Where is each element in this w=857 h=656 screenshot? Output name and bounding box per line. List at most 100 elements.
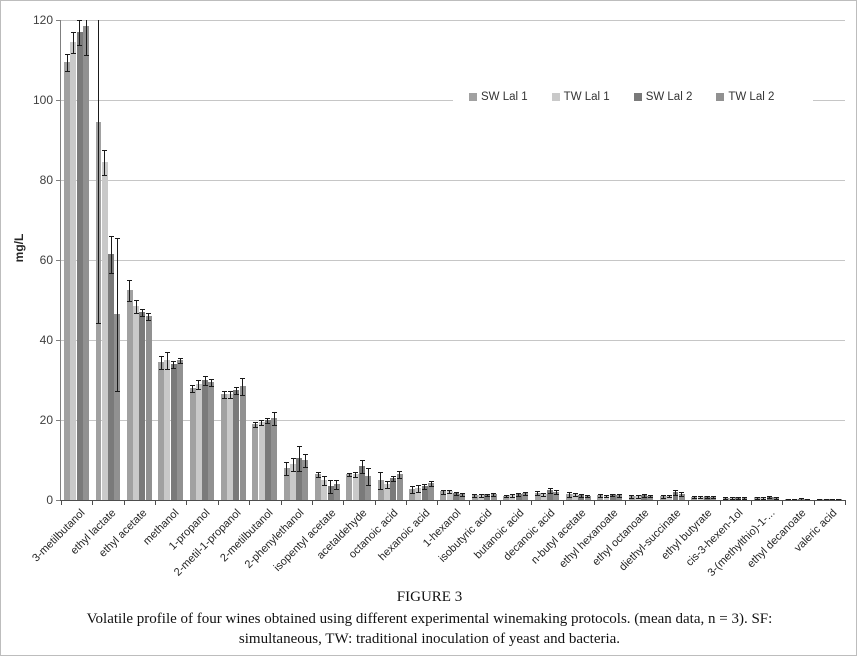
bar bbox=[396, 474, 403, 500]
y-tick-label: 0 bbox=[46, 493, 53, 507]
gridline bbox=[61, 420, 845, 421]
error-bar bbox=[472, 494, 478, 498]
x-axis-tick bbox=[531, 501, 532, 505]
error-bar bbox=[541, 492, 547, 498]
error-bar bbox=[171, 360, 177, 370]
error-bar-line bbox=[98, 20, 100, 323]
error-bar bbox=[836, 499, 842, 500]
error-bar-line bbox=[731, 498, 733, 499]
bar bbox=[233, 390, 240, 500]
x-axis-tick bbox=[186, 501, 187, 505]
error-bar bbox=[786, 498, 792, 500]
figure-caption: FIGURE 3 Volatile profile of four wines … bbox=[1, 589, 856, 649]
error-bar bbox=[459, 493, 465, 497]
error-bar-line bbox=[480, 495, 482, 497]
error-bar-line bbox=[461, 494, 463, 496]
error-bar-line bbox=[330, 481, 332, 493]
error-bar bbox=[77, 20, 83, 46]
bar bbox=[70, 42, 77, 500]
error-bar-line bbox=[568, 493, 570, 498]
bar bbox=[415, 488, 422, 500]
bar bbox=[735, 497, 742, 500]
bar bbox=[609, 494, 616, 500]
gridline bbox=[61, 20, 845, 21]
bar bbox=[302, 460, 309, 500]
error-bar-line bbox=[775, 497, 777, 499]
error-bar-line bbox=[524, 493, 526, 495]
bar bbox=[384, 484, 390, 500]
error-bar-line bbox=[110, 237, 112, 273]
error-bar-line bbox=[198, 381, 200, 389]
x-axis-tick bbox=[218, 501, 219, 505]
error-bar-line bbox=[192, 385, 194, 393]
error-bar bbox=[271, 412, 277, 426]
error-bar bbox=[735, 496, 741, 500]
error-bar-line bbox=[148, 313, 150, 321]
error-bar bbox=[328, 480, 334, 494]
x-axis-tick bbox=[625, 501, 626, 505]
error-bar-line bbox=[66, 55, 68, 71]
bar bbox=[440, 491, 447, 500]
x-axis-tick bbox=[61, 501, 62, 505]
error-bar-line bbox=[650, 495, 652, 498]
x-axis-tick bbox=[751, 501, 752, 505]
error-bar-line bbox=[104, 151, 106, 175]
error-bar bbox=[384, 480, 390, 490]
bar bbox=[754, 497, 761, 500]
bar bbox=[170, 364, 177, 500]
bar bbox=[453, 492, 459, 500]
error-bar bbox=[347, 472, 352, 478]
bar bbox=[208, 382, 215, 500]
error-bar bbox=[503, 494, 509, 499]
error-bar bbox=[585, 494, 591, 499]
y-tick-label: 100 bbox=[32, 93, 53, 107]
error-bar bbox=[553, 490, 559, 496]
bar bbox=[108, 254, 114, 500]
legend-item: SW Lal 1 bbox=[469, 91, 528, 103]
error-bar bbox=[133, 300, 139, 314]
error-bar bbox=[321, 476, 327, 486]
error-bar-line bbox=[116, 239, 118, 391]
error-bar bbox=[177, 358, 183, 364]
error-bar bbox=[754, 496, 760, 500]
error-bar bbox=[202, 376, 208, 386]
error-bar bbox=[353, 472, 359, 478]
error-bar bbox=[365, 468, 371, 486]
error-bar bbox=[817, 499, 823, 500]
bar bbox=[490, 494, 497, 500]
error-bar-line bbox=[286, 463, 288, 475]
x-axis-tick bbox=[657, 501, 658, 505]
error-bar-line bbox=[424, 485, 426, 489]
y-axis-tick bbox=[56, 20, 60, 21]
error-bar bbox=[334, 480, 340, 490]
gridline bbox=[61, 180, 845, 181]
error-bar-line bbox=[449, 490, 451, 493]
error-bar-line bbox=[512, 495, 514, 497]
error-bar bbox=[691, 496, 697, 500]
error-bar-line bbox=[73, 33, 75, 53]
error-bar-line bbox=[737, 497, 739, 499]
error-bar-line bbox=[242, 379, 244, 395]
error-bar bbox=[359, 460, 365, 474]
bar bbox=[283, 468, 290, 500]
x-axis-tick bbox=[814, 501, 815, 505]
error-bar-line bbox=[574, 493, 576, 497]
caption-line-2: simultaneous, TW: traditional inoculatio… bbox=[238, 631, 621, 647]
bar bbox=[315, 474, 321, 500]
error-bar bbox=[723, 497, 729, 500]
bar bbox=[352, 474, 359, 500]
bar bbox=[289, 464, 296, 500]
error-bar bbox=[710, 496, 716, 500]
error-bar bbox=[798, 498, 804, 500]
error-bar bbox=[96, 20, 102, 324]
error-bar-line bbox=[430, 481, 432, 486]
error-bar bbox=[422, 484, 428, 490]
error-bar-line bbox=[700, 497, 702, 499]
y-axis-tick bbox=[56, 180, 60, 181]
error-bar-line bbox=[518, 494, 520, 496]
error-bar-line bbox=[411, 487, 413, 494]
error-bar-line bbox=[606, 495, 608, 498]
bar bbox=[446, 490, 453, 500]
error-bar-line bbox=[706, 496, 708, 498]
error-bar bbox=[760, 496, 766, 500]
